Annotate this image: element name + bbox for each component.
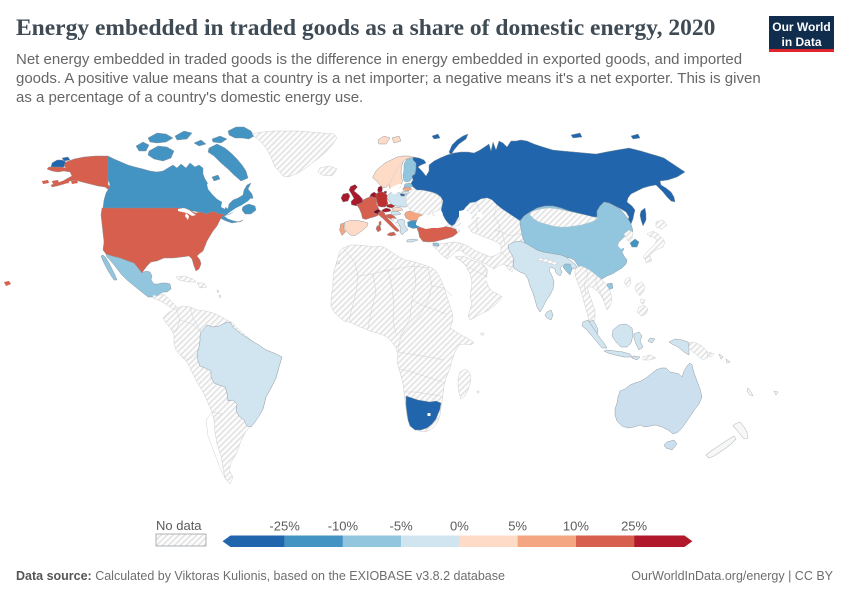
svg-text:-10%: -10% [328, 519, 359, 534]
svg-text:0%: 0% [450, 519, 469, 534]
svg-text:10%: 10% [563, 519, 589, 534]
svg-text:No data: No data [156, 518, 202, 533]
svg-text:5%: 5% [508, 519, 527, 534]
svg-text:25%: 25% [621, 519, 647, 534]
svg-text:-5%: -5% [390, 519, 414, 534]
svg-text:-25%: -25% [269, 519, 300, 534]
